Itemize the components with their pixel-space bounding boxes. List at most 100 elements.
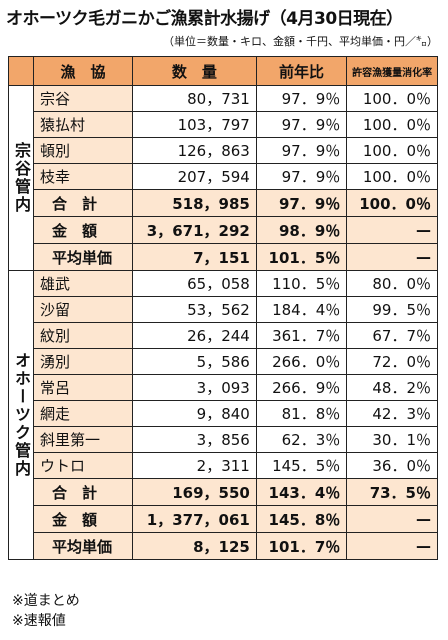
cell: 30．1％ (346, 426, 438, 453)
cell: 80，731 (132, 85, 257, 112)
total-row: 金 額 1，377，061 145．8％ — (9, 505, 438, 533)
cell: 97．9％ (255, 111, 348, 138)
cell: 3，671，292 (132, 216, 257, 244)
cell: 2，311 (132, 452, 257, 479)
row-name: 平均単価 (33, 532, 133, 560)
cell: 101．5％ (255, 243, 348, 271)
cell: 266．0％ (255, 348, 348, 375)
cell: 98．9％ (255, 216, 348, 244)
title: オホーツク毛ガニかご漁累計水揚げ（4月30日現在） (6, 9, 403, 29)
cell: 207，594 (132, 163, 257, 190)
cell: 3，856 (132, 426, 257, 453)
cell: 81．8％ (255, 400, 348, 427)
row-name: 金 額 (33, 216, 133, 244)
row-name: 平均単価 (33, 243, 133, 271)
cell: 103，797 (132, 111, 257, 138)
table-body: 漁 協数 量前年比 許容漁獲量消化率 宗谷管内 宗谷 80，731 97．9％ 100．0％… (8, 56, 438, 560)
data-row: 枝幸 207，594 97．9％ 100．0％ (9, 163, 438, 190)
data-row: 猿払村 103，797 97．9％ 100．0％ (9, 111, 438, 138)
total-row: 平均単価 7，151 101．5％ — (9, 243, 438, 271)
cell: 97．9％ (255, 163, 348, 190)
cell: 42．3％ (346, 400, 438, 427)
row-name: ウトロ (33, 452, 133, 479)
cell: 97．9％ (255, 85, 348, 112)
cell: 65，058 (132, 270, 257, 297)
header-cell: 前年比 (255, 56, 348, 86)
cell: 361．7％ (255, 322, 348, 349)
row-name: 合 計 (33, 478, 133, 506)
cell: 266．9％ (255, 374, 348, 401)
cell: 110．5％ (255, 270, 348, 297)
cell: 145．8％ (255, 505, 348, 533)
cell: 99．5％ (346, 296, 438, 323)
row-name: 合 計 (33, 189, 133, 217)
cell: 97．9％ (255, 189, 348, 217)
data-row: オホーツク管内 雄武 65，058 110．5％ 80．0％ (8, 270, 438, 560)
cell: 1，377，061 (132, 505, 257, 533)
cell: 145．5％ (255, 452, 348, 479)
cell: 184．4％ (255, 296, 348, 323)
data-row: 常呂 3，093 266．9％ 48．2％ (9, 374, 438, 401)
cell: 9，840 (132, 400, 257, 427)
header-row: 漁 協数 量前年比 許容漁獲量消化率 (8, 56, 438, 86)
cell: 126，863 (132, 137, 257, 164)
cell: 100．0％ (346, 137, 438, 164)
row-name: 雄武 (33, 270, 133, 297)
cell: 72．0％ (346, 348, 438, 375)
cell: 5，586 (132, 348, 257, 375)
cell: 73．5％ (346, 478, 438, 506)
cell: 143．4％ (255, 478, 348, 506)
total-row: 合 計 169，550 143．4％ 73．5％ (9, 478, 438, 506)
row-name: 枝幸 (33, 163, 133, 190)
data-row: 宗谷管内 宗谷 80，731 97．9％ 100．0％ (8, 85, 438, 271)
total-row: 合 計 518，985 97．9％ 100．0％ (9, 189, 438, 217)
header-blank (8, 56, 34, 86)
cell: 100．0％ (346, 111, 438, 138)
cell: — (346, 243, 438, 271)
data-row: 湧別 5，586 266．0％ 72．0％ (9, 348, 438, 375)
cell: 97．9％ (255, 137, 348, 164)
table: 漁 協数 量前年比 許容漁獲量消化率 宗谷管内 宗谷 80，731 97．9％ 100．0％… (8, 56, 438, 560)
row-name: 頓別 (33, 137, 133, 164)
data-row: ウトロ 2，311 145．5％ 36．0％ (9, 452, 438, 479)
section-label: オホーツク管内 (8, 270, 34, 560)
data-row: 紋別 26，244 361．7％ 67．7％ (9, 322, 438, 349)
cell: 101．7％ (255, 532, 348, 560)
cell: 3，093 (132, 374, 257, 401)
section-label: 宗谷管内 (8, 85, 34, 271)
row-name: 湧別 (33, 348, 133, 375)
cell: 100．0％ (346, 163, 438, 190)
cell: — (346, 532, 438, 560)
header-cell: 漁 協 (33, 56, 133, 86)
cell: 8，125 (132, 532, 257, 560)
data-row: 沙留 53，562 184．4％ 99．5％ (9, 296, 438, 323)
cell: 62．3％ (255, 426, 348, 453)
row-name: 猿払村 (33, 111, 133, 138)
total-row: 平均単価 8，125 101．7％ — (9, 532, 438, 560)
data-row: 網走 9，840 81．8％ 42．3％ (9, 400, 438, 427)
header-cell: 許容漁獲量消化率 (346, 56, 438, 86)
row-name: 宗谷 (33, 85, 133, 112)
row-name: 金 額 (33, 505, 133, 533)
cell: 80．0％ (346, 270, 438, 297)
cell: 48．2％ (346, 374, 438, 401)
cell: 67．7％ (346, 322, 438, 349)
cell: 100．0％ (346, 85, 438, 112)
unit-note: （単位＝数量・キロ、金額・千円、平均単価・円／㌔） (163, 35, 438, 48)
cell: — (346, 216, 438, 244)
total-row: 金 額 3，671，292 98．9％ — (9, 216, 438, 244)
data-row: 頓別 126，863 97．9％ 100．0％ (9, 137, 438, 164)
cell: 53，562 (132, 296, 257, 323)
cell: 169，550 (132, 478, 257, 506)
cell: 26，244 (132, 322, 257, 349)
cell: 100．0％ (346, 189, 438, 217)
header-cell: 数 量 (132, 56, 257, 86)
row-name: 常呂 (33, 374, 133, 401)
footnote: ※速報値 (12, 613, 66, 629)
cell: — (346, 505, 438, 533)
data-row: 斜里第一 3，856 62．3％ 30．1％ (9, 426, 438, 453)
row-name: 沙留 (33, 296, 133, 323)
footnote: ※道まとめ (12, 593, 80, 609)
cell: 36．0％ (346, 452, 438, 479)
